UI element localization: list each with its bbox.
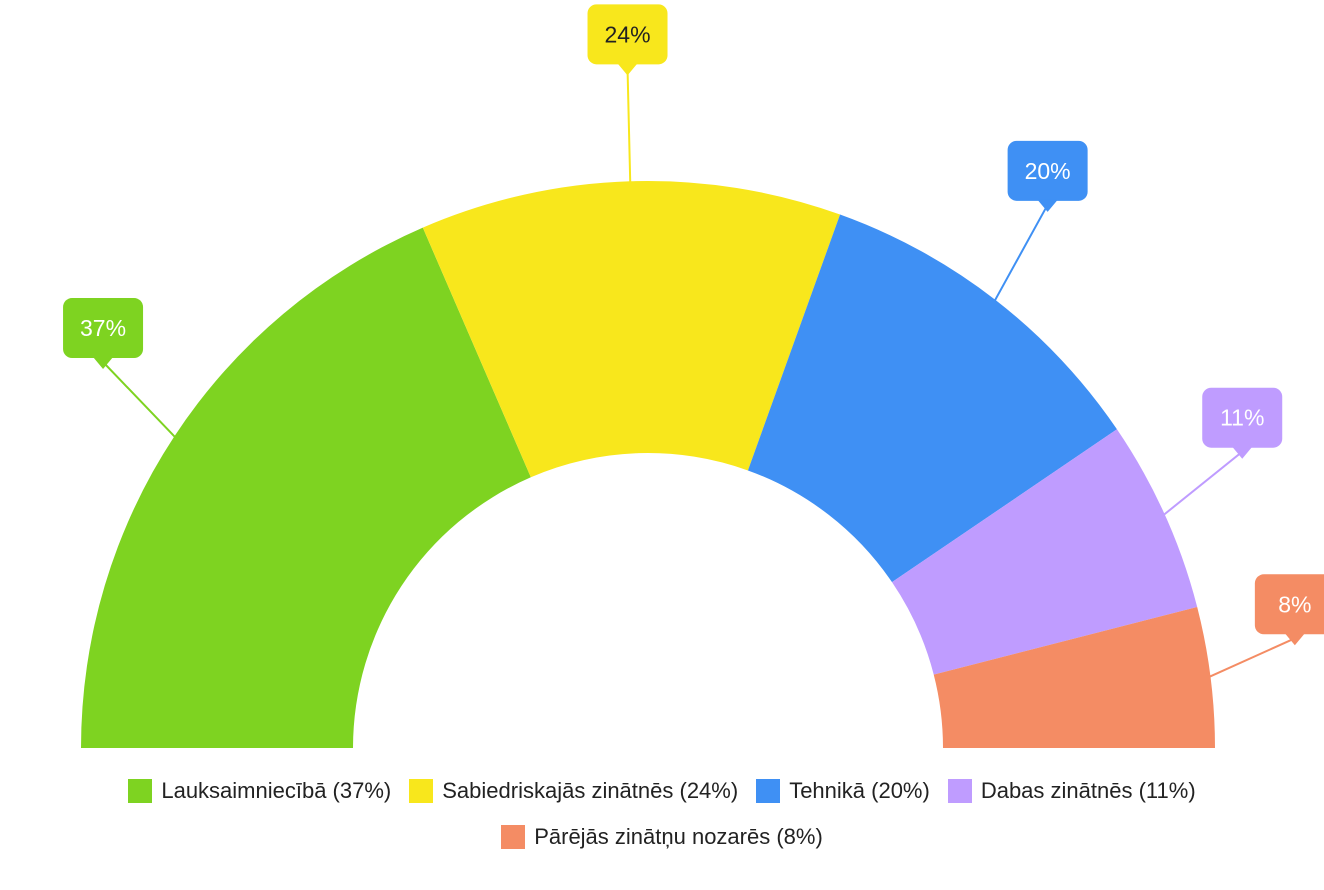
legend-swatch: [409, 779, 434, 803]
slice-3[interactable]: [747, 214, 1117, 583]
callout-line-3: [993, 204, 1049, 303]
legend-swatch: [756, 779, 781, 803]
legend-swatch: [947, 779, 972, 803]
slice-1[interactable]: [81, 227, 531, 749]
callout-line-5: [1208, 636, 1296, 679]
slice-5[interactable]: [933, 606, 1215, 748]
callout-box-3: [1007, 140, 1088, 201]
callout-pointer-4: [1232, 446, 1253, 459]
callout-box-4: [1202, 387, 1283, 448]
data-label-2: 24%: [604, 21, 650, 47]
legend-swatch: [128, 779, 153, 803]
callout-pointer-5: [1284, 633, 1305, 646]
legend-label: Tehnikā (20%): [789, 778, 930, 803]
data-label-3: 20%: [1025, 158, 1071, 184]
legend: Lauksaimniecībā (37%) Sabiedriskajās zinā…: [0, 778, 1324, 850]
semi-donut-chart: 37% 24% 20% 11% 8%: [63, 4, 1324, 749]
legend-label: Dabas zinātnēs (11%): [980, 778, 1196, 803]
callout-line-1: [102, 359, 177, 439]
callouts: 37% 24% 20% 11% 8%: [63, 4, 1324, 679]
callout-pointer-2: [617, 63, 638, 76]
legend-item-5[interactable]: Pārējās zinātņu nozarēs (8%): [501, 824, 823, 850]
callout-pointer-1: [93, 357, 114, 370]
callout-line-4: [1162, 449, 1244, 517]
legend-item-2[interactable]: Sabiedriskajās zinātnēs (24%): [409, 778, 738, 804]
legend-item-4[interactable]: Dabas zinātnēs (11%): [947, 778, 1196, 804]
legend-label: Sabiedriskajās zinātnēs (24%): [442, 778, 739, 803]
legend-item-1[interactable]: Lauksaimniecībā (37%): [128, 778, 391, 804]
callout-box-1: [63, 298, 144, 359]
callout-box-2: [587, 4, 668, 65]
data-label-4: 11%: [1220, 405, 1264, 431]
legend-swatch: [501, 825, 526, 849]
data-label-1: 37%: [80, 315, 126, 341]
legend-label: Lauksaimniecībā (37%): [161, 778, 392, 803]
data-label-5: 8%: [1278, 591, 1311, 617]
slice-4[interactable]: [891, 429, 1198, 675]
slice-2[interactable]: [422, 181, 841, 478]
slices: [81, 181, 1215, 749]
callout-pointer-3: [1037, 199, 1058, 212]
legend-item-3[interactable]: Tehnikā (20%): [756, 778, 930, 804]
callout-line-2: [626, 68, 632, 184]
callout-box-5: [1254, 574, 1324, 635]
legend-label: Pārējās zinātņu nozarēs (8%): [534, 824, 823, 849]
